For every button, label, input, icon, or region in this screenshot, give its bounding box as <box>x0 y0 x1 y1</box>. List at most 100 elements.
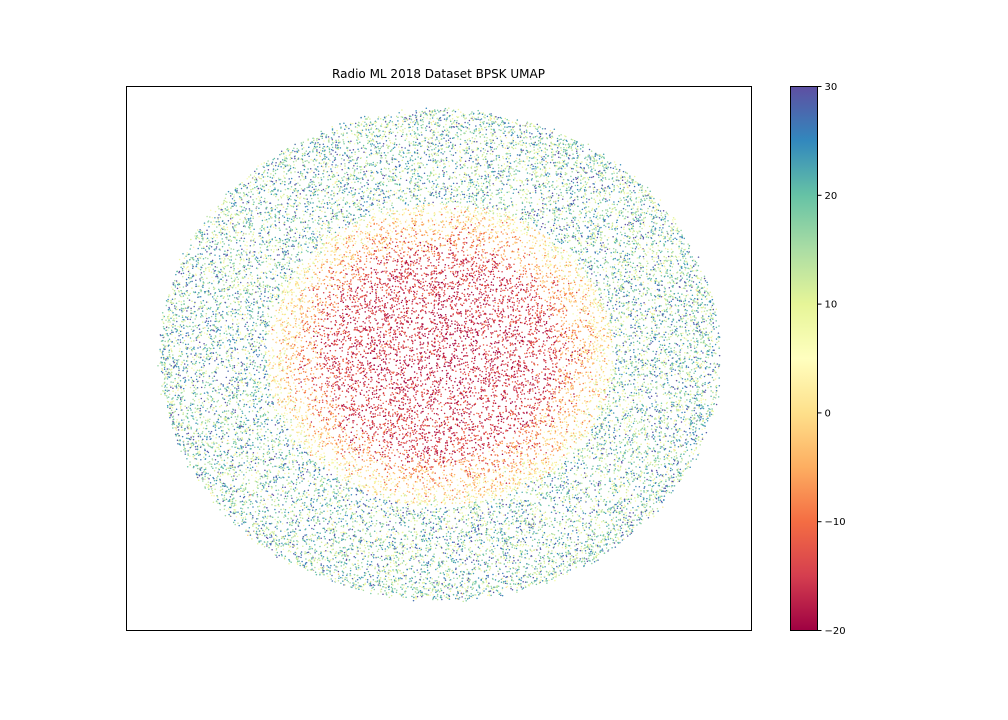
scatter-point <box>679 265 681 267</box>
scatter-point <box>399 362 402 364</box>
scatter-point <box>405 385 407 388</box>
scatter-point <box>512 179 515 181</box>
scatter-point <box>548 461 550 463</box>
scatter-point <box>205 453 207 456</box>
scatter-point <box>586 357 589 360</box>
scatter-point <box>372 131 375 133</box>
scatter-point <box>367 179 369 181</box>
scatter-point <box>200 313 202 315</box>
scatter-point <box>511 285 514 288</box>
scatter-point <box>585 491 587 494</box>
scatter-point <box>534 127 537 130</box>
scatter-point <box>436 370 439 372</box>
scatter-point <box>448 595 451 598</box>
scatter-point <box>615 249 617 251</box>
scatter-point <box>402 404 405 406</box>
scatter-point <box>619 446 622 449</box>
scatter-point <box>340 495 342 497</box>
scatter-point <box>258 505 261 507</box>
scatter-point <box>375 353 378 355</box>
scatter-point <box>526 323 529 326</box>
scatter-point <box>471 447 473 449</box>
scatter-point <box>311 306 313 308</box>
scatter-point <box>684 411 686 414</box>
scatter-point <box>331 426 334 428</box>
scatter-point <box>478 266 481 268</box>
scatter-point <box>433 311 435 314</box>
scatter-point <box>419 228 421 231</box>
scatter-point <box>438 366 441 369</box>
scatter-point <box>470 200 473 203</box>
scatter-point <box>353 163 355 165</box>
scatter-point <box>328 294 331 297</box>
scatter-point <box>244 313 246 316</box>
scatter-point <box>258 400 260 403</box>
scatter-point <box>458 532 460 535</box>
scatter-point <box>631 181 634 183</box>
scatter-point <box>248 469 251 472</box>
scatter-point <box>204 263 206 265</box>
scatter-point <box>219 329 221 332</box>
scatter-point <box>344 584 346 586</box>
scatter-point <box>377 428 379 430</box>
scatter-point <box>383 478 385 481</box>
scatter-point <box>394 348 397 351</box>
scatter-point <box>477 528 480 531</box>
scatter-point <box>190 414 193 417</box>
scatter-point <box>632 480 634 483</box>
scatter-point <box>524 549 527 551</box>
scatter-point <box>681 314 684 316</box>
scatter-point <box>671 385 673 388</box>
scatter-point <box>607 384 610 387</box>
scatter-point <box>306 375 308 378</box>
scatter-point <box>338 386 341 388</box>
scatter-point <box>418 464 421 467</box>
scatter-point <box>484 149 487 151</box>
scatter-point <box>686 339 688 341</box>
scatter-point <box>466 151 469 153</box>
scatter-point <box>486 548 489 550</box>
scatter-point <box>194 291 197 293</box>
scatter-point <box>382 585 384 588</box>
scatter-point <box>470 224 473 226</box>
scatter-point <box>453 291 456 294</box>
scatter-point <box>517 420 520 423</box>
scatter-point <box>553 426 556 428</box>
scatter-point <box>298 464 300 466</box>
scatter-point <box>296 259 298 261</box>
scatter-point <box>248 191 250 194</box>
scatter-point <box>634 248 637 250</box>
scatter-point <box>241 507 244 510</box>
scatter-point <box>484 319 487 322</box>
scatter-point <box>352 167 354 169</box>
scatter-point <box>600 404 603 407</box>
scatter-point <box>296 562 298 564</box>
scatter-point <box>546 456 549 458</box>
scatter-point <box>566 236 569 239</box>
scatter-point <box>361 458 364 461</box>
scatter-point <box>608 325 610 328</box>
scatter-point <box>318 520 321 522</box>
scatter-point <box>509 541 512 544</box>
scatter-point <box>449 362 452 365</box>
scatter-point <box>510 417 513 420</box>
scatter-point <box>436 400 439 402</box>
scatter-point <box>649 484 651 486</box>
scatter-point <box>534 402 537 405</box>
scatter-point <box>320 414 323 417</box>
scatter-point <box>262 529 264 532</box>
scatter-point <box>330 371 332 374</box>
scatter-point <box>642 368 644 371</box>
scatter-point <box>469 473 472 475</box>
scatter-point <box>419 258 422 260</box>
scatter-point <box>498 188 501 190</box>
scatter-point <box>183 327 185 329</box>
scatter-point <box>166 386 168 389</box>
scatter-point <box>225 413 228 415</box>
scatter-point <box>568 284 570 287</box>
scatter-point <box>298 390 301 392</box>
scatter-point <box>317 318 320 320</box>
scatter-point <box>415 322 417 324</box>
scatter-point <box>653 465 656 468</box>
scatter-point <box>395 349 398 351</box>
